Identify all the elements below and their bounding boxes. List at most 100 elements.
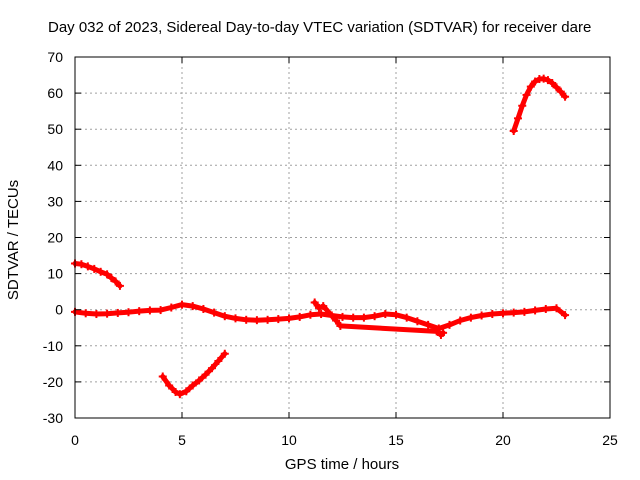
data-point	[135, 307, 144, 316]
data-point	[201, 370, 210, 379]
data-point	[445, 320, 454, 329]
data-point	[543, 76, 552, 85]
data-point	[195, 376, 204, 385]
data-point	[518, 101, 527, 110]
y-tick-label: 20	[47, 230, 63, 246]
data-point	[178, 300, 186, 309]
data-point	[111, 277, 120, 286]
y-tick-label: -10	[43, 338, 63, 354]
data-point	[188, 381, 197, 390]
data-point	[488, 310, 497, 319]
data-point	[210, 308, 219, 317]
data-point	[175, 390, 184, 399]
data-point	[314, 303, 323, 312]
data-point	[556, 87, 565, 96]
data-point	[548, 78, 557, 87]
axis-ticks: 0 5 10 15 20 25 -30 -20 -10 0 10 20 30 40 50 60 70	[43, 49, 618, 448]
y-tick-label: 10	[47, 266, 63, 282]
data-point	[539, 74, 548, 83]
data-point	[199, 304, 208, 313]
chart-title: Day 032 of 2023, Sidereal Day-to-day VTE…	[48, 19, 591, 36]
data-point	[242, 315, 251, 324]
x-tick-label: 20	[495, 432, 511, 448]
data-point	[171, 388, 180, 397]
data-point	[466, 313, 475, 322]
data-point	[107, 273, 116, 282]
y-tick-label: 40	[47, 157, 63, 173]
data-point	[182, 387, 191, 396]
data-point	[439, 328, 448, 337]
data-point	[526, 82, 535, 91]
data-point	[220, 349, 229, 358]
data-point	[90, 264, 99, 273]
data-point	[522, 90, 531, 99]
data-point	[456, 316, 465, 325]
grid	[75, 57, 610, 418]
data-point	[381, 310, 390, 319]
data-point	[392, 310, 400, 319]
x-tick-label: 10	[281, 432, 297, 448]
data-point	[402, 313, 411, 322]
data-point	[317, 310, 326, 319]
data-point	[165, 381, 174, 390]
data-point	[231, 314, 240, 323]
data-point	[349, 313, 358, 322]
data-point	[336, 321, 345, 330]
data-point	[306, 310, 315, 319]
x-tick-label: 0	[71, 432, 79, 448]
data-point	[561, 92, 570, 101]
y-axis-label: SDTVAR / TECUs	[5, 180, 22, 300]
data-point	[158, 372, 167, 381]
y-tick-label: 50	[47, 121, 63, 137]
data-point	[509, 308, 518, 317]
series-late-positive	[509, 74, 570, 136]
data-point	[413, 317, 422, 326]
data-point	[145, 306, 154, 315]
data-point	[207, 364, 216, 373]
data-point	[552, 83, 561, 92]
data-point	[214, 356, 223, 365]
data-point	[295, 312, 304, 321]
data-point	[103, 270, 112, 279]
data-point	[77, 260, 86, 269]
data-point	[359, 313, 368, 322]
data-point	[531, 306, 540, 315]
x-tick-label: 15	[388, 432, 404, 448]
data-point	[83, 262, 92, 271]
data-point	[263, 315, 272, 324]
x-axis-label: GPS time / hours	[285, 456, 399, 473]
data-point	[167, 303, 176, 312]
data-marks	[71, 74, 570, 399]
x-tick-label: 5	[178, 432, 186, 448]
data-point	[424, 320, 433, 329]
data-point	[156, 306, 165, 315]
data-point	[113, 308, 122, 317]
data-point	[499, 309, 507, 318]
data-point	[541, 304, 550, 313]
y-tick-label: 70	[47, 49, 63, 65]
data-point	[509, 127, 518, 136]
series-line-dip	[160, 351, 228, 397]
data-point	[552, 304, 561, 313]
data-point	[531, 77, 540, 86]
data-point	[124, 308, 133, 317]
data-point	[332, 316, 341, 325]
y-tick-label: 60	[47, 85, 63, 101]
series-main-band	[71, 300, 570, 333]
series-line-spikes	[312, 300, 446, 338]
data-point	[370, 312, 379, 321]
series-dip	[158, 349, 229, 399]
data-point	[81, 309, 90, 318]
data-point	[432, 327, 441, 336]
data-point	[513, 114, 522, 123]
y-tick-label: 30	[47, 193, 63, 209]
data-point	[520, 307, 529, 316]
data-point	[96, 267, 105, 276]
series-spikes	[310, 298, 448, 339]
data-point	[319, 302, 328, 311]
data-point	[220, 312, 229, 321]
x-tick-label: 25	[602, 432, 618, 448]
data-point	[338, 312, 347, 321]
y-tick-label: -30	[43, 410, 63, 426]
